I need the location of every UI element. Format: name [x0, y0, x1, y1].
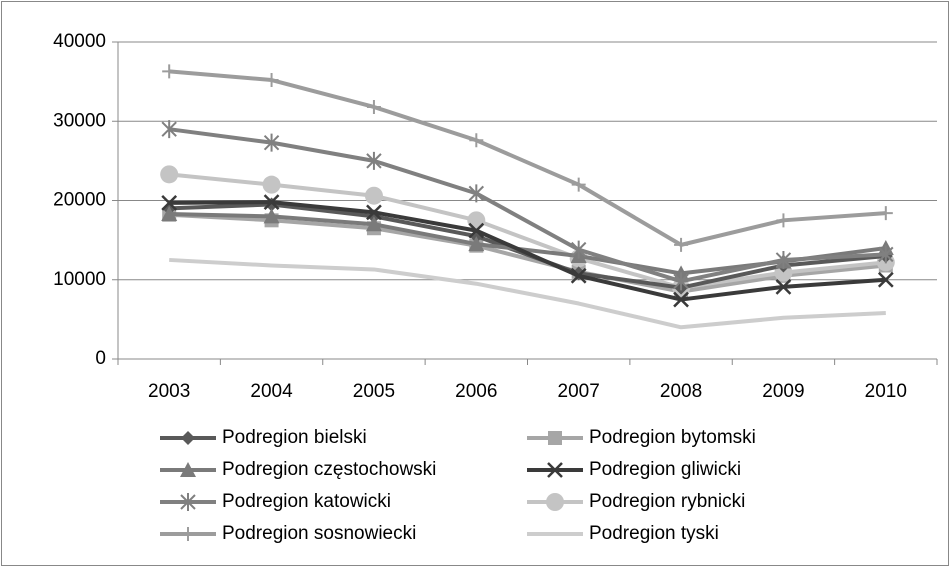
marker [877, 271, 894, 288]
marker [570, 267, 587, 284]
x-tick-label: 2006 [455, 381, 497, 402]
marker [262, 175, 281, 194]
marker [673, 291, 689, 308]
marker [161, 194, 178, 211]
marker [365, 216, 382, 232]
legend-marker [548, 431, 562, 445]
legend-marker [181, 431, 195, 445]
legend-marker [547, 462, 563, 478]
marker [468, 184, 485, 203]
legend-label: Podregion gliwicki [589, 459, 741, 480]
legend-label: Podregion częstochowski [222, 459, 436, 480]
x-tick-label: 2007 [558, 381, 600, 402]
marker [468, 236, 485, 252]
marker [469, 133, 484, 148]
marker [468, 222, 485, 239]
series-line [168, 127, 886, 284]
marker [160, 165, 179, 184]
y-tick-label: 20000 [53, 190, 106, 211]
legend-label: Podregion tyski [589, 523, 719, 544]
marker [570, 240, 587, 259]
x-tick-label: 2005 [353, 381, 395, 402]
legend-marker [180, 462, 196, 477]
series-line [169, 200, 886, 302]
series-line [168, 172, 887, 290]
marker [364, 186, 383, 205]
marker [467, 211, 486, 230]
marker [878, 206, 893, 221]
series-line [169, 212, 887, 294]
legend-marker [181, 527, 195, 541]
legend-marker [546, 493, 564, 511]
legend-label: Podregion bielski [222, 427, 367, 448]
marker [264, 73, 279, 88]
marker [776, 213, 791, 228]
marker [366, 99, 381, 114]
legend-marker [180, 493, 196, 511]
x-tick-label: 2004 [250, 381, 293, 402]
legend-label: Podregion rybnicki [589, 491, 745, 512]
marker [161, 120, 177, 139]
marker [571, 177, 586, 192]
x-tick-label: 2003 [148, 381, 190, 402]
x-tick-label: 2009 [762, 381, 804, 402]
y-tick-label: 10000 [53, 269, 106, 290]
x-tick-label: 2008 [660, 381, 702, 402]
marker [263, 194, 280, 210]
marker [161, 205, 178, 221]
y-tick-label: 30000 [53, 110, 106, 131]
marker [673, 272, 689, 291]
marker [366, 204, 382, 221]
marker [263, 208, 280, 224]
marker [878, 245, 894, 264]
x-tick-label: 2010 [865, 381, 907, 402]
marker [775, 250, 792, 269]
legend-label: Podregion katowicki [222, 491, 391, 512]
y-tick-label: 0 [95, 348, 106, 369]
marker [162, 64, 177, 79]
marker [674, 237, 689, 252]
series-line [169, 257, 886, 330]
marker [263, 133, 280, 152]
series-line [169, 69, 886, 247]
y-tick-label: 40000 [53, 31, 106, 52]
legend-label: Podregion bytomski [589, 427, 756, 448]
legend-label: Podregion sosnowiecki [222, 523, 416, 544]
marker [366, 151, 382, 170]
marker [775, 278, 792, 295]
